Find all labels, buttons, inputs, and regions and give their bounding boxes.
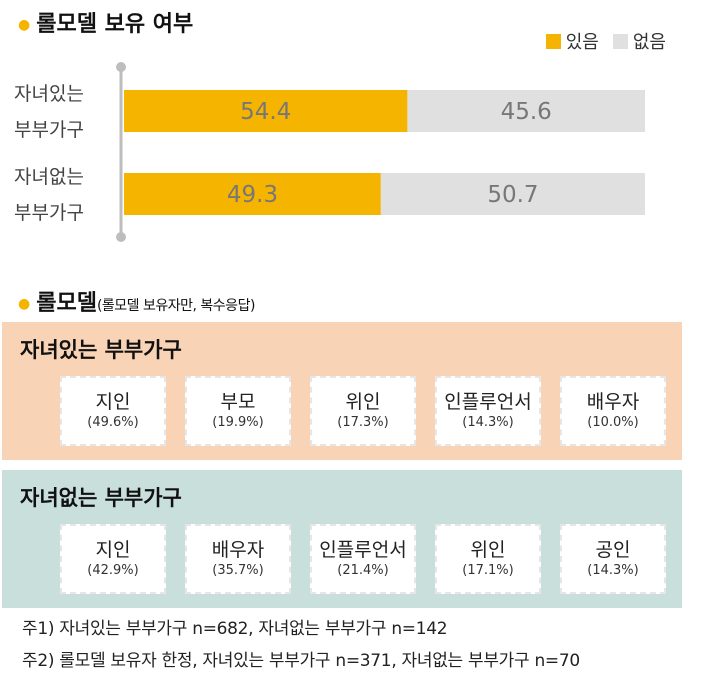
axis-cap-bottom: [116, 232, 126, 242]
bar-have: [124, 173, 381, 215]
role-percent: (49.6%): [87, 415, 139, 430]
category-label: 자녀없는: [14, 166, 84, 188]
role-percent: (14.3%): [587, 563, 639, 578]
legend-swatch-have: [545, 34, 561, 49]
role-card: 지인 (42.9%): [60, 524, 166, 594]
role-name: 인플루언서: [319, 539, 407, 561]
role-card: 배우자 (35.7%): [185, 524, 291, 594]
role-model-title-text: 롤모델: [36, 291, 97, 316]
role-name: 지인: [95, 539, 131, 561]
role-percent: (42.9%): [87, 563, 139, 578]
role-model-subtitle: (롤모델 보유자만, 복수응답): [96, 298, 255, 314]
data-label: 54.4: [240, 99, 291, 125]
role-name: 부모: [220, 391, 256, 413]
data-label: 50.7: [487, 182, 538, 208]
footnote: 주1) 자녀있는 부부가구 n=682, 자녀없는 부부가구 n=142: [22, 619, 448, 639]
role-percent: (17.1%): [462, 563, 514, 578]
role-percent: (21.4%): [337, 563, 389, 578]
role-name: 위인: [470, 539, 506, 561]
bullet-icon: ●: [18, 296, 31, 312]
bar-have: [124, 90, 408, 132]
role-card: 지인 (49.6%): [60, 376, 166, 446]
role-percent: (19.9%): [212, 415, 264, 430]
bullet-icon: ●: [18, 17, 31, 33]
legend-label-have: 있음: [565, 32, 599, 53]
role-card: 공인 (14.3%): [560, 524, 666, 594]
axis-cap-top: [116, 62, 126, 72]
role-card: 위인 (17.3%): [310, 376, 416, 446]
bar-none: [380, 173, 645, 215]
role-card: 인플루언서 (14.3%): [435, 376, 541, 446]
role-name: 배우자: [211, 539, 265, 561]
panel-without-children: 자녀없는 부부가구 지인 (42.9%) 배우자 (35.7%) 인플루언서 (21.…: [2, 470, 682, 608]
legend-item-have: 있음: [545, 28, 599, 54]
panel-with-children: 자녀있는 부부가구 지인 (49.6%) 부모 (19.9%) 위인 (17.3%) …: [2, 322, 682, 460]
data-label: 45.6: [501, 99, 552, 125]
chart-title: ● 롤모델 보유 여부: [18, 6, 193, 38]
category-label: 자녀있는: [14, 83, 84, 105]
data-label: 49.3: [227, 182, 278, 208]
role-percent: (17.3%): [337, 415, 389, 430]
panel-title: 자녀없는 부부가구: [20, 486, 182, 510]
category-label: 부부가구: [14, 119, 84, 141]
role-card: 인플루언서 (21.4%): [310, 524, 416, 594]
legend-swatch-none: [612, 34, 628, 49]
role-name: 공인: [595, 539, 631, 561]
role-percent: (14.3%): [462, 415, 514, 430]
legend-label-none: 없음: [632, 32, 666, 53]
role-name: 인플루언서: [444, 391, 532, 413]
role-name: 배우자: [586, 391, 640, 413]
footnote: 주2) 롤모델 보유자 한정, 자녀있는 부부가구 n=371, 자녀없는 부부…: [22, 651, 580, 671]
role-name: 지인: [95, 391, 131, 413]
role-model-title: ● 롤모델(롤모델 보유자만, 복수응답): [18, 285, 255, 317]
role-card: 배우자 (10.0%): [560, 376, 666, 446]
role-name: 위인: [345, 391, 381, 413]
chart-title-text: 롤모델 보유 여부: [36, 12, 194, 37]
role-card: 부모 (19.9%): [185, 376, 291, 446]
legend-item-none: 없음: [612, 28, 666, 54]
panel-title: 자녀있는 부부가구: [20, 338, 182, 362]
legend: 있음 없음: [545, 28, 666, 54]
role-percent: (10.0%): [587, 415, 639, 430]
footnotes: 주1) 자녀있는 부부가구 n=682, 자녀없는 부부가구 n=142 주2)…: [22, 613, 580, 677]
role-card: 위인 (17.1%): [435, 524, 541, 594]
role-percent: (35.7%): [212, 563, 264, 578]
bar-none: [407, 90, 645, 132]
category-label: 부부가구: [14, 202, 84, 224]
